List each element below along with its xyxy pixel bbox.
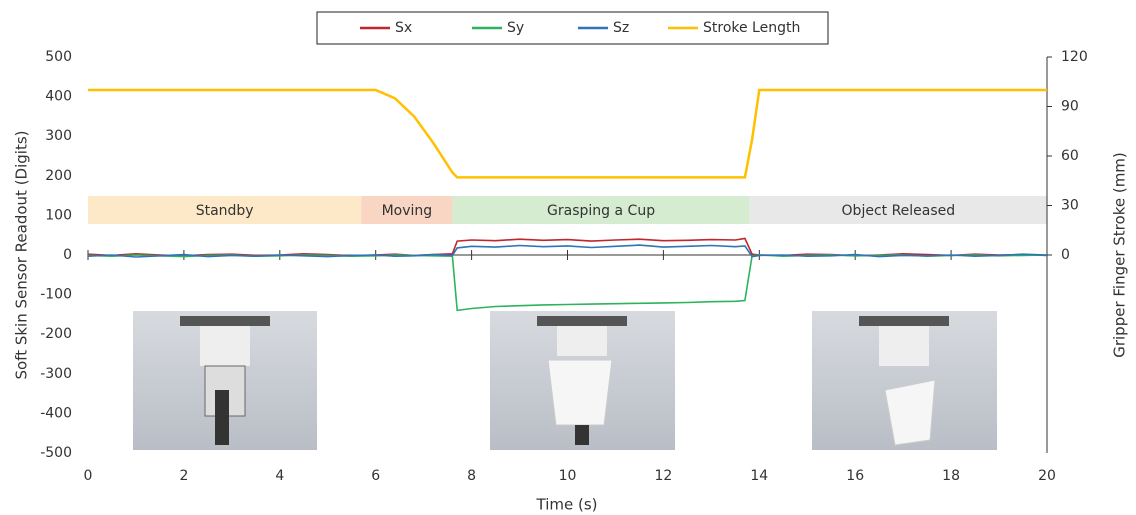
- y-tick-label: -100: [40, 287, 72, 303]
- y2-tick-label: 120: [1061, 49, 1088, 65]
- x-tick-label: 4: [275, 468, 284, 484]
- y-tick-label: 400: [45, 89, 72, 105]
- series-line: [88, 90, 1047, 177]
- photo-standby: [133, 311, 317, 450]
- y-tick-label: -400: [40, 405, 72, 421]
- x-tick-label: 10: [559, 468, 577, 484]
- y2-tick-label: 90: [1061, 99, 1079, 115]
- x-tick-label: 8: [467, 468, 476, 484]
- photo-released: [812, 311, 997, 450]
- x-tick-label: 6: [371, 468, 380, 484]
- series-line: [88, 255, 1047, 310]
- legend-label: Sx: [395, 20, 412, 36]
- legend-label: Stroke Length: [703, 20, 800, 36]
- x-tick-label: 12: [654, 468, 672, 484]
- phase-label: Moving: [382, 203, 433, 219]
- phase-label: Standby: [196, 203, 254, 219]
- y-tick-label: 200: [45, 168, 72, 184]
- x-tick-label: 0: [84, 468, 93, 484]
- y-tick-label: 300: [45, 128, 72, 144]
- x-tick-label: 14: [750, 468, 768, 484]
- photo-grasping: [490, 311, 675, 450]
- legend-label: Sy: [507, 20, 524, 36]
- x-tick-label: 20: [1038, 468, 1056, 484]
- x-axis-title: Time (s): [536, 496, 598, 514]
- y-tick-label: 0: [63, 247, 72, 263]
- y-tick-label: 100: [45, 207, 72, 223]
- chart: Standby Moving Grasping a Cup Object Releas…: [0, 0, 1136, 515]
- phase-label: Grasping a Cup: [547, 203, 655, 219]
- y-tick-label: 500: [45, 49, 72, 65]
- y2-axis-title: Gripper Finger Stroke (mm): [1111, 152, 1129, 358]
- y-axis-title: Soft Skin Sensor Readout (Digits): [13, 130, 31, 379]
- y2-tick-label: 60: [1061, 148, 1079, 164]
- legend-label: Sz: [613, 20, 629, 36]
- phase-label: Object Released: [842, 203, 956, 219]
- x-tick-label: 2: [179, 468, 188, 484]
- photos: [133, 311, 997, 450]
- y-tick-label: -200: [40, 326, 72, 342]
- x-tick-label: 18: [942, 468, 960, 484]
- y2-tick-label: 0: [1061, 247, 1070, 263]
- y-tick-label: -300: [40, 366, 72, 382]
- x-tick-label: 16: [846, 468, 864, 484]
- y2-tick-label: 30: [1061, 198, 1079, 214]
- y-tick-label: -500: [40, 445, 72, 461]
